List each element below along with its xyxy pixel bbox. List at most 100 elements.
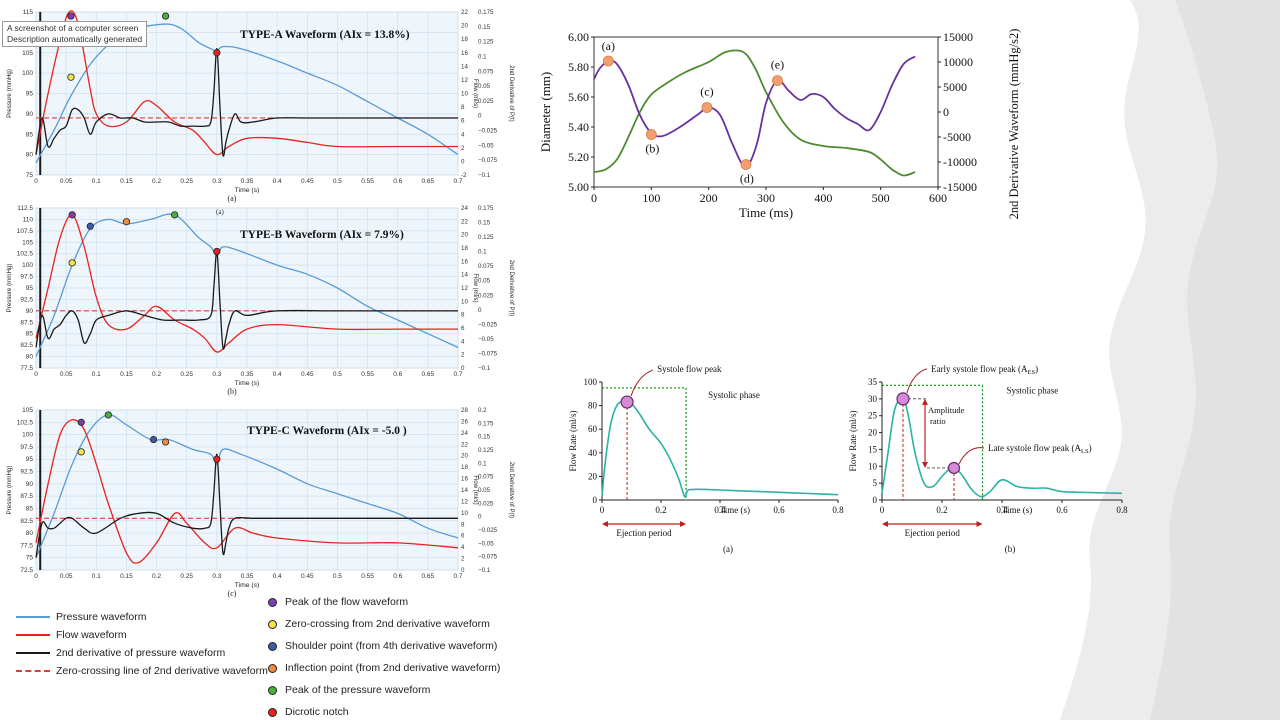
x-tick-label: 0.6 [1056, 505, 1068, 515]
y-tick-label: 87.5 [20, 319, 33, 326]
x-tick-label: 0.3 [212, 573, 221, 580]
derivative-tick-label: −0.1 [478, 172, 491, 179]
amplitude-arrow-head-down [922, 461, 928, 468]
y-tick-label: 80 [26, 354, 34, 361]
phase-label: Systolic phase [1007, 385, 1059, 395]
x-tick-label: 0.55 [361, 573, 374, 580]
derivative-tick-label: 0.1 [478, 460, 487, 467]
amplitude-label: Amplitude [928, 405, 965, 415]
key-point-label: (a) [602, 39, 615, 53]
flow-axis-label: Flow (ml/s) [472, 79, 478, 108]
flow-tick-label: 16 [461, 258, 468, 265]
derivative-tick-label: 0.075 [478, 68, 494, 75]
early-peak-label: Early systole flow peak (AES) [931, 364, 1038, 376]
y-axis-label: Flow Rate (ml/s) [568, 411, 578, 472]
y2-tick-label: 10000 [943, 55, 973, 69]
y-tick-label: 75 [26, 172, 34, 179]
y-tick-label: 0 [873, 495, 878, 505]
y-tick-label: 60 [588, 424, 598, 434]
panel-caption: (a) [723, 544, 733, 554]
y-tick-label: 95 [26, 285, 34, 292]
x-tick-label: 100 [642, 191, 660, 205]
ejection-arrow-head-right [680, 521, 687, 527]
y-tick-label: 80 [26, 530, 34, 537]
y-tick-label: 75 [26, 555, 34, 562]
diameter-line [593, 55, 916, 170]
key-point-label: (d) [740, 172, 754, 186]
tooltip-line-2: Description automatically generated [7, 34, 143, 44]
flow-tick-label: 16 [461, 50, 468, 57]
x-axis-label: Time (ms) [739, 205, 793, 220]
derivative-tick-label: 0.025 [478, 500, 494, 507]
legend-point-label: Dicrotic notch [285, 706, 349, 718]
x-tick-label: 0.15 [120, 371, 133, 378]
flow-tick-label: 14 [461, 63, 468, 70]
x-tick-label: 0.2 [936, 505, 947, 515]
flow-tick-label: 22 [461, 9, 468, 16]
marker-point [162, 12, 170, 20]
legend-line-label: 2nd derivative of pressure waveform [56, 647, 226, 659]
x-tick-label: 0.7 [453, 178, 462, 185]
ejection-label: Ejection period [616, 528, 672, 538]
x-tick-label: 0.1 [92, 371, 101, 378]
x-axis-label: Time (s) [1002, 505, 1032, 515]
key-point [645, 129, 657, 140]
y2-tick-label: -10000 [943, 155, 977, 169]
flow-tick-label: 10 [461, 91, 468, 98]
y-tick-label: 15 [868, 444, 878, 454]
derivative-tick-label: 0.125 [478, 447, 494, 454]
marker-point [213, 455, 221, 463]
legend-point-label: Inflection point (from 2nd derivative wa… [285, 662, 501, 674]
flow-tick-label: 8 [461, 521, 465, 528]
x-tick-label: 0.5 [333, 178, 342, 185]
legend-line-label: Pressure waveform [56, 611, 147, 623]
y-tick-label: 92.5 [20, 469, 33, 476]
key-point [740, 159, 752, 170]
flow-line [35, 10, 458, 156]
legend-point-label: Shoulder point (from 4th derivative wave… [285, 640, 498, 652]
flow-tick-label: 12 [461, 498, 468, 505]
y-tick-label: 95 [26, 91, 34, 98]
legend-point-item: Shoulder point (from 4th derivative wave… [268, 640, 497, 652]
y-axis-label: Pressure (mmHg) [6, 264, 13, 313]
legend: Pressure waveform Flow waveform 2nd deriva… [16, 596, 516, 718]
flow-tick-label: 18 [461, 464, 468, 471]
derivative-tick-label: 0.075 [478, 474, 494, 481]
type-c-chart-svg: 0 0.05 0.1 0.15 0.2 0.25 0.3 0.35 0.4 0.45 0.5 0.55… [6, 407, 514, 598]
marker-point [149, 435, 158, 444]
y-tick-label: 82.5 [20, 518, 33, 525]
legend-point-item: Dicrotic notch [268, 706, 349, 718]
legend-swatch [16, 652, 50, 654]
legend-line-label: Zero-crossing line of 2nd derivative wav… [56, 665, 268, 677]
y-tick-label: 72.5 [20, 567, 33, 574]
legend-swatch [16, 670, 50, 672]
flow-tick-label: 14 [461, 272, 468, 279]
phase-label: Systolic phase [708, 390, 760, 400]
marker-point [213, 247, 221, 256]
flow-tick-label: 12 [461, 285, 468, 292]
y-tick-label: 90 [26, 308, 34, 315]
y-tick-label: 5 [873, 478, 878, 488]
key-point-label: (e) [771, 58, 784, 72]
y-tick-label: 5.60 [568, 90, 589, 104]
y-tick-label: 40 [588, 448, 598, 458]
derivative-axis-label: 2nd Derivative of P(t) [508, 65, 514, 121]
y-tick-label: 110 [23, 216, 34, 223]
ratio-label: ratio [930, 416, 946, 426]
x-tick-label: 300 [757, 191, 775, 205]
marker-point [171, 211, 179, 219]
y-tick-label: 80 [26, 152, 34, 159]
peak-label: Systole flow peak [657, 364, 722, 374]
y2-axis-label: 2nd Derivative Waveform (mmHg/s2) [1007, 29, 1021, 220]
x-tick-label: 0.1 [92, 573, 101, 580]
type-b-chart-svg: 0 0.05 0.1 0.15 0.2 0.25 0.3 0.35 0.4 0.45 0.5 0.55… [6, 205, 514, 396]
flow-tick-label: 14 [461, 487, 468, 494]
systole-peak-marker [620, 395, 634, 409]
key-point-label: (b) [645, 142, 659, 156]
panel-caption: (b) [227, 387, 237, 396]
flow-tick-label: 10 [461, 298, 468, 305]
flow-tick-label: 22 [461, 218, 468, 225]
legend-line-item: 2nd derivative of pressure waveform [16, 647, 225, 659]
x-tick-label: 0.35 [241, 178, 254, 185]
